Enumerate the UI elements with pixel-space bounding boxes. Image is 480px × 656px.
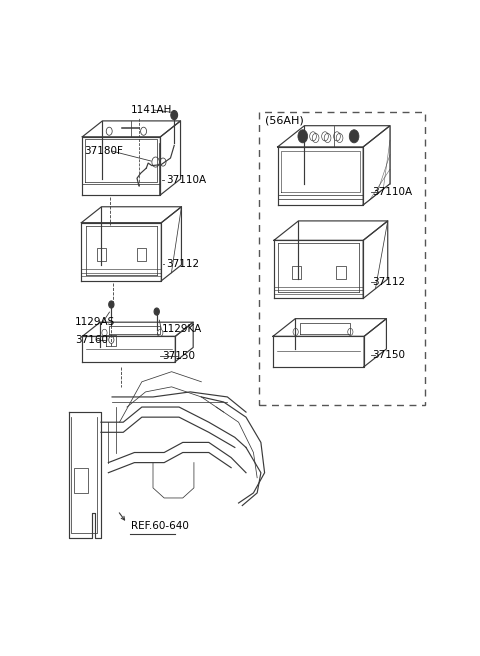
Bar <box>336 266 346 279</box>
Bar <box>137 249 146 261</box>
Bar <box>74 468 88 493</box>
Bar <box>291 266 301 279</box>
Text: 37150: 37150 <box>372 350 406 360</box>
Text: 1129KA: 1129KA <box>162 324 203 334</box>
Text: (56AH): (56AH) <box>264 115 303 126</box>
Text: 37110A: 37110A <box>372 188 413 197</box>
Text: 37150: 37150 <box>162 350 195 361</box>
Circle shape <box>300 133 306 140</box>
Text: 37112: 37112 <box>372 277 406 287</box>
Circle shape <box>298 130 308 143</box>
Circle shape <box>109 301 114 308</box>
Text: 37180F: 37180F <box>84 146 123 156</box>
Text: 37110A: 37110A <box>166 174 206 185</box>
Text: REF.60-640: REF.60-640 <box>131 521 189 531</box>
Circle shape <box>351 133 357 140</box>
Text: 37112: 37112 <box>166 259 199 269</box>
Text: 37160: 37160 <box>75 335 108 345</box>
Circle shape <box>171 111 178 119</box>
Bar <box>97 249 106 261</box>
Text: 1129AS: 1129AS <box>75 318 115 327</box>
Circle shape <box>154 308 159 315</box>
Text: 1141AH: 1141AH <box>131 105 172 115</box>
Circle shape <box>349 130 359 143</box>
